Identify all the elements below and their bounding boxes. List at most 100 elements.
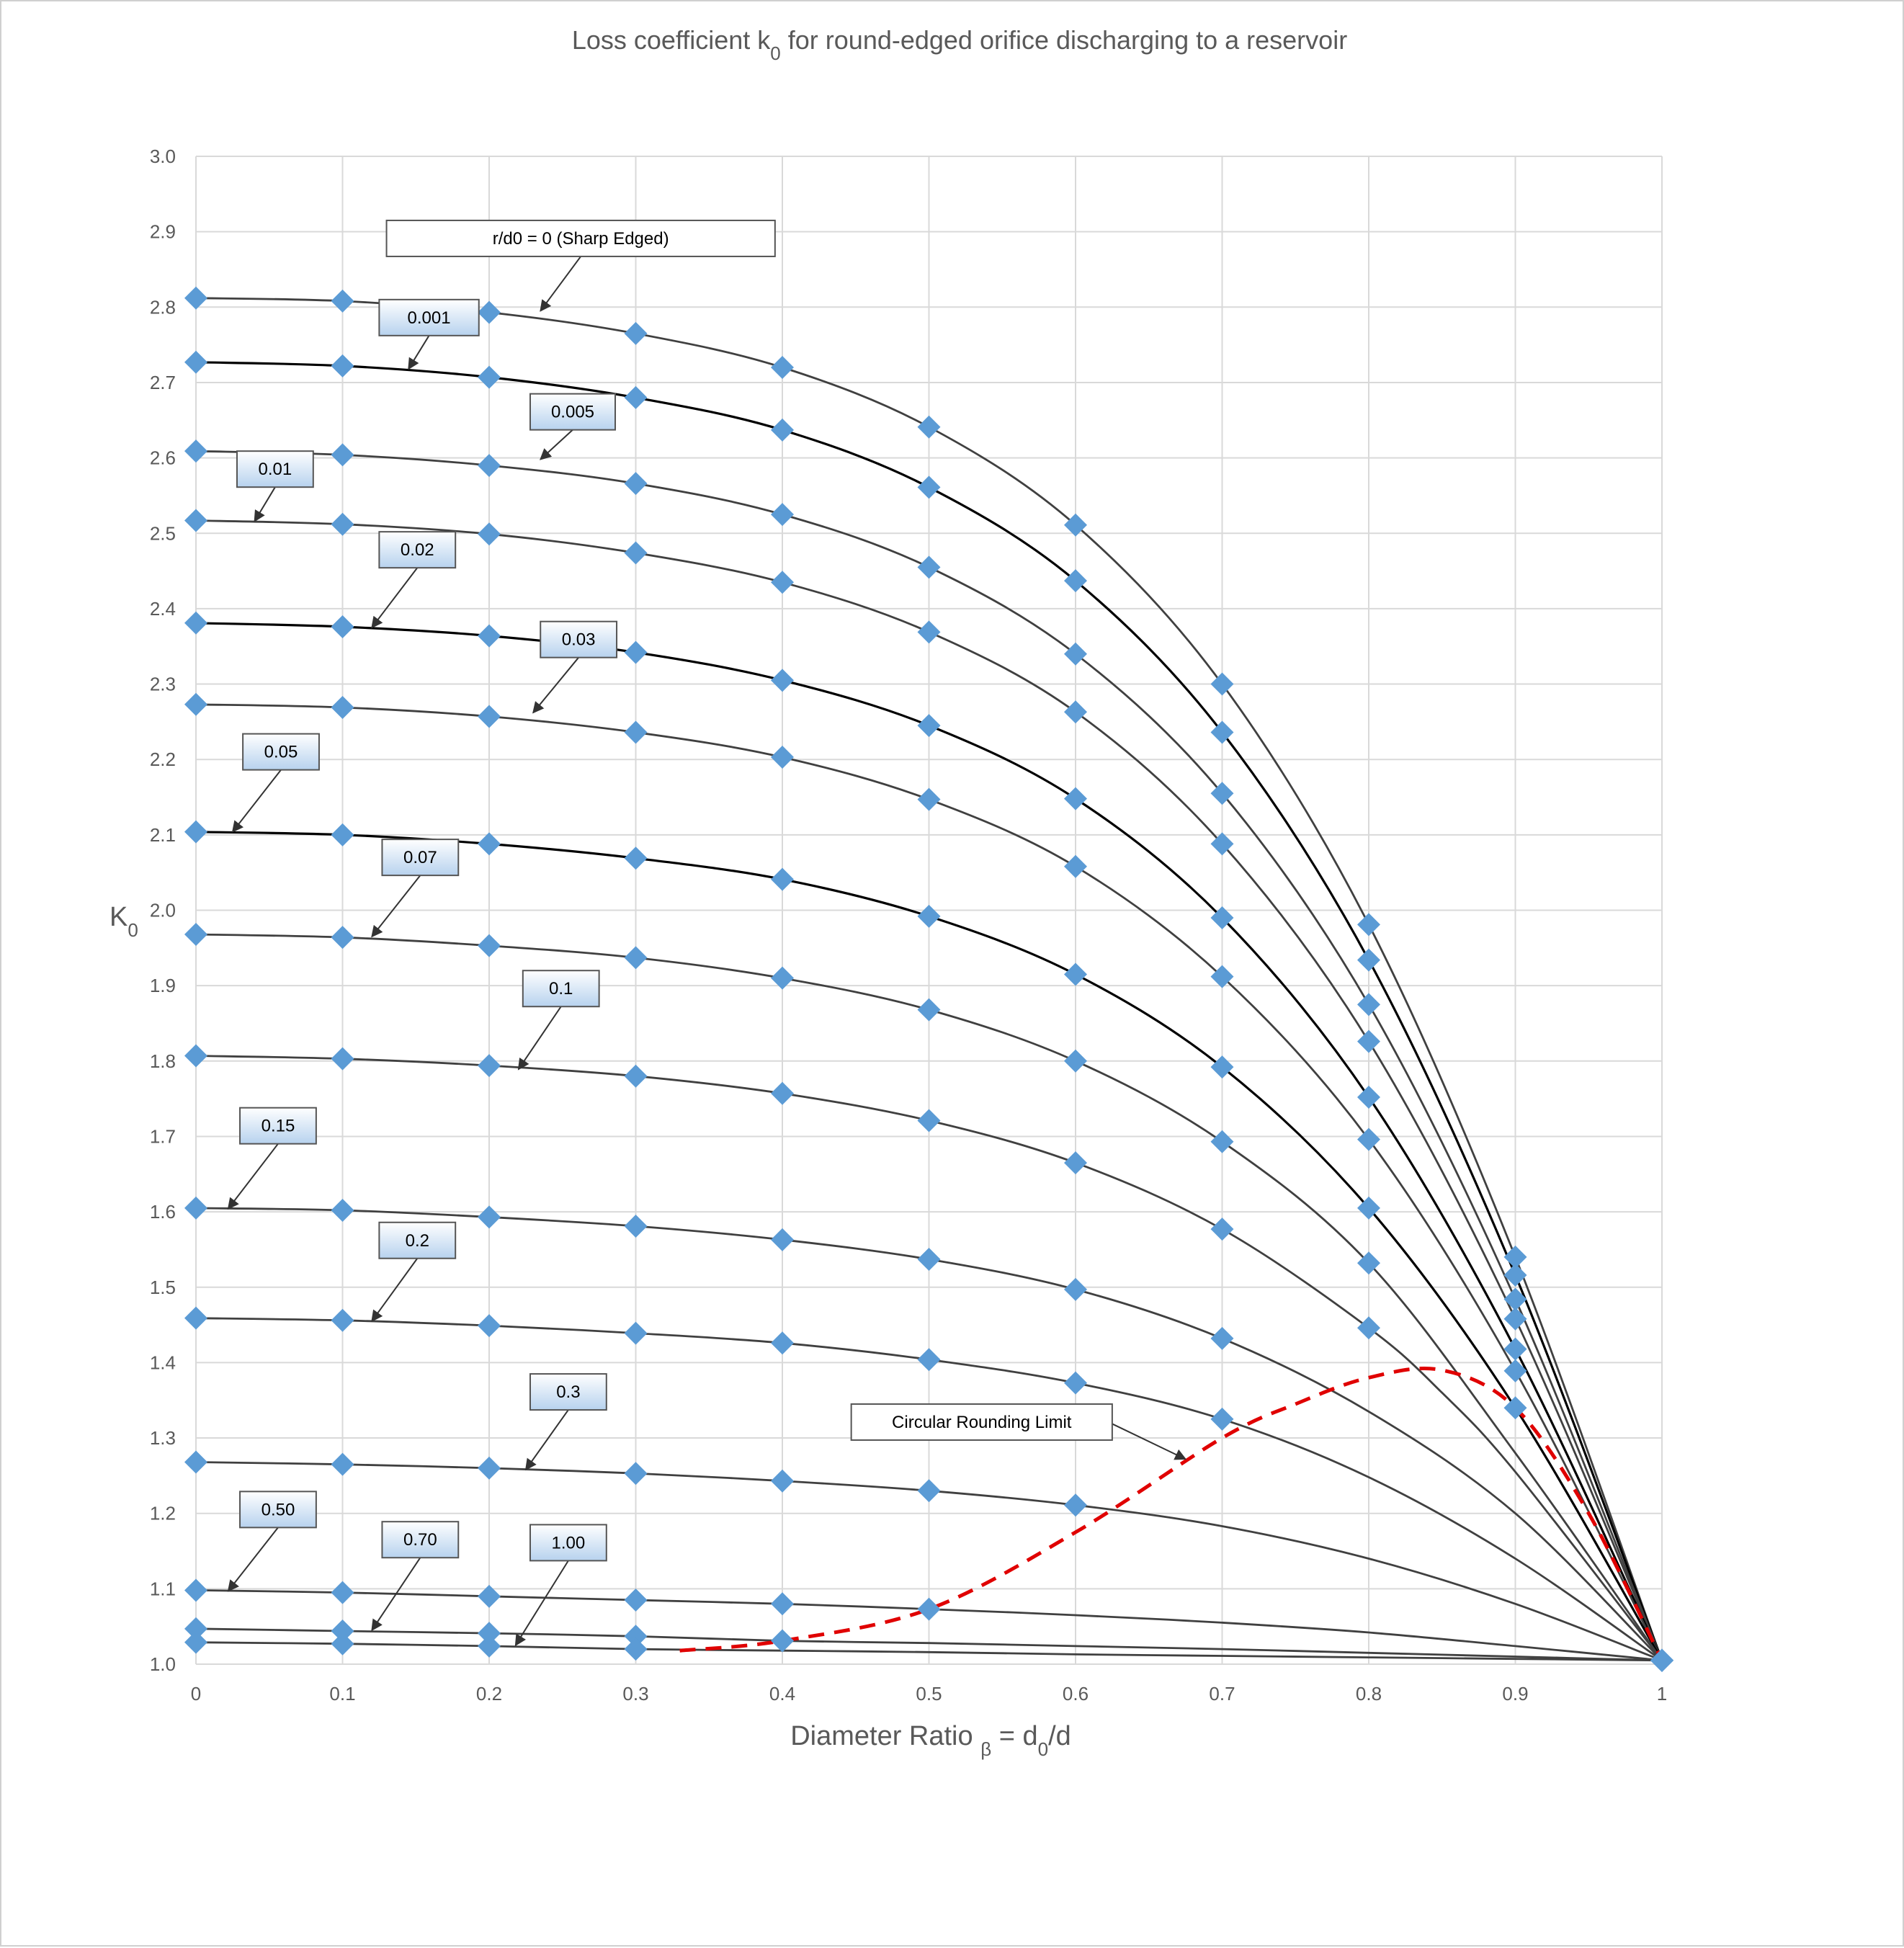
data-point bbox=[771, 966, 794, 990]
callout-label: Circular Rounding Limit bbox=[892, 1413, 1072, 1432]
data-point bbox=[1064, 1049, 1087, 1073]
data-point bbox=[184, 509, 207, 532]
data-point bbox=[184, 1450, 207, 1474]
callout-label: 0.1 bbox=[549, 979, 573, 998]
data-point bbox=[917, 475, 941, 499]
data-point bbox=[184, 611, 207, 635]
data-point bbox=[331, 695, 354, 719]
data-point bbox=[184, 350, 207, 374]
callout: 0.05 bbox=[231, 733, 320, 833]
callout-label: r/d0 = 0 (Sharp Edged) bbox=[493, 229, 669, 249]
data-point bbox=[624, 1638, 648, 1661]
data-point bbox=[917, 1597, 941, 1621]
callout-arrow bbox=[514, 1560, 569, 1647]
y-tick-label: 1.6 bbox=[150, 1201, 176, 1223]
callout-label: 1.00 bbox=[552, 1533, 586, 1552]
callout-label: 0.005 bbox=[551, 403, 594, 422]
series-line bbox=[195, 519, 1663, 1661]
data-point bbox=[478, 1054, 501, 1078]
y-axis-ticks: 1.0 1.1 1.2 1.3 1.4 1.5 1.6 1.7 1.8 1.9 2.0 2.1 2.2 2… bbox=[150, 146, 176, 1675]
callout-arrow bbox=[227, 1527, 279, 1592]
data-point bbox=[771, 356, 794, 380]
callout-box bbox=[522, 970, 600, 1008]
data-point bbox=[1064, 700, 1087, 724]
data-point bbox=[1064, 1493, 1087, 1517]
data-point bbox=[478, 1205, 501, 1229]
data-point bbox=[1503, 1287, 1527, 1311]
callout-label: 0.2 bbox=[406, 1231, 429, 1251]
callout: 0.1 bbox=[517, 970, 600, 1071]
x-tick-label: 0.6 bbox=[1063, 1683, 1089, 1704]
data-point bbox=[331, 1452, 354, 1476]
data-point bbox=[1357, 1196, 1380, 1220]
y-tick-label: 2.9 bbox=[150, 221, 176, 243]
data-point bbox=[1064, 854, 1087, 878]
callout-label: 0.01 bbox=[259, 460, 292, 479]
data-point bbox=[1210, 1055, 1234, 1079]
data-point bbox=[478, 1634, 501, 1658]
data-point bbox=[1210, 1407, 1234, 1431]
data-point bbox=[771, 1081, 794, 1105]
data-point bbox=[771, 1629, 794, 1653]
data-point bbox=[478, 365, 501, 389]
data-point bbox=[478, 1584, 501, 1608]
data-point bbox=[771, 746, 794, 769]
y-tick-label: 2.6 bbox=[150, 447, 176, 469]
data-point bbox=[184, 1578, 207, 1602]
callout-label: 0.02 bbox=[401, 540, 434, 560]
y-tick-label: 1.0 bbox=[150, 1653, 176, 1675]
data-point bbox=[917, 1479, 941, 1503]
data-point bbox=[1064, 642, 1087, 666]
callout-box bbox=[381, 1521, 460, 1559]
callout-box bbox=[378, 531, 457, 569]
data-point bbox=[184, 286, 207, 310]
data-point bbox=[1210, 965, 1234, 988]
data-point bbox=[917, 620, 941, 644]
callout-arrow bbox=[524, 1409, 569, 1471]
y-tick-label: 2.3 bbox=[150, 674, 176, 695]
data-point bbox=[624, 1462, 648, 1485]
data-point bbox=[624, 720, 648, 744]
data-point bbox=[1503, 1359, 1527, 1382]
y-tick-label: 2.0 bbox=[150, 900, 176, 921]
data-point bbox=[331, 354, 354, 377]
callout-arrow bbox=[408, 335, 430, 370]
y-tick-label: 1.7 bbox=[150, 1125, 176, 1147]
callout: 0.50 bbox=[227, 1491, 317, 1592]
callout: 0.70 bbox=[371, 1521, 460, 1632]
callout-arrow bbox=[532, 657, 579, 714]
data-point bbox=[917, 787, 941, 811]
data-point bbox=[1357, 993, 1380, 1017]
data-point bbox=[1064, 962, 1087, 986]
data-point bbox=[1503, 1337, 1527, 1361]
data-point bbox=[478, 705, 501, 728]
data-point bbox=[917, 415, 941, 439]
data-point bbox=[1650, 1648, 1673, 1672]
callout: 0.001 bbox=[378, 298, 480, 370]
data-point bbox=[478, 300, 501, 324]
series-line bbox=[195, 831, 1663, 1661]
callout-arrow bbox=[371, 875, 421, 938]
y-axis-label: K0 bbox=[109, 902, 138, 941]
y-tick-label: 2.7 bbox=[150, 372, 176, 393]
x-tick-label: 0.8 bbox=[1356, 1683, 1382, 1704]
x-tick-label: 0.7 bbox=[1209, 1683, 1235, 1704]
y-tick-label: 1.3 bbox=[150, 1427, 176, 1449]
callout-box bbox=[239, 1491, 317, 1529]
data-point bbox=[624, 541, 648, 565]
data-point bbox=[1064, 569, 1087, 593]
series-lines bbox=[195, 297, 1663, 1662]
y-tick-label: 1.9 bbox=[150, 975, 176, 996]
callout-label: 0.70 bbox=[403, 1530, 437, 1550]
y-tick-label: 1.2 bbox=[150, 1503, 176, 1524]
data-point bbox=[624, 946, 648, 970]
data-point bbox=[771, 1592, 794, 1616]
data-point bbox=[1503, 1307, 1527, 1331]
callout: 0.15 bbox=[227, 1107, 317, 1210]
annotations: r/d0 = 0 (Sharp Edged) 0.001 0.005 0.01 0.02… bbox=[227, 219, 1187, 1647]
callout-label: 0.3 bbox=[556, 1382, 580, 1402]
data-point bbox=[771, 669, 794, 692]
x-tick-label: 0.4 bbox=[769, 1683, 795, 1704]
callout-arrow bbox=[371, 567, 419, 629]
data-point bbox=[184, 439, 207, 463]
